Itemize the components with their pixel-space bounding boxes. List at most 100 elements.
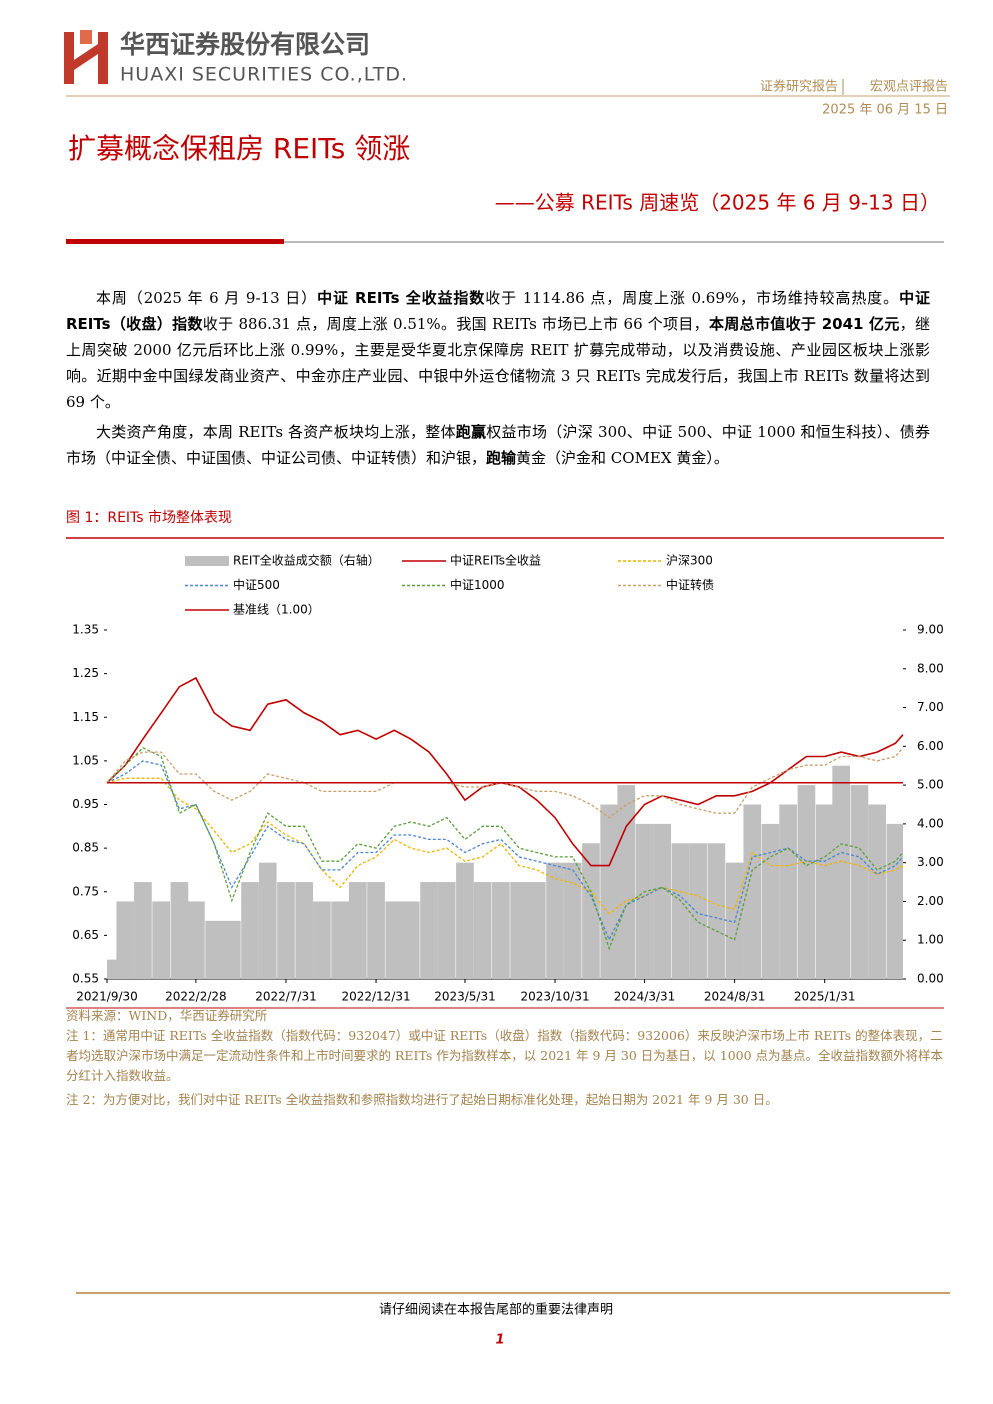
company-name-en: HUAXI SECURITIES CO.,LTD. [120,64,408,86]
note: 注 1：通常用中证 REITs 全收益指数（指数代码：932047）或中证 RE… [66,1028,944,1083]
volume-bar [116,901,135,979]
x-tick-label: 2023/10/31 [520,990,589,1004]
volume-bar [295,882,314,979]
volume-bar [385,901,404,979]
volume-bar [546,862,564,979]
x-tick-label: 2021/9/30 [76,990,138,1004]
report-type: 证券研究报告 [760,79,838,95]
volume-bar [850,785,869,979]
x-tick-label: 2022/2/28 [165,990,227,1004]
y2-tick-label: 4.00 [917,816,944,830]
volume-bar [761,823,780,979]
volume-bar [152,901,171,979]
volume-bar [617,785,636,979]
x-tick-label: 2022/7/31 [255,990,317,1004]
volume-bar [437,882,456,979]
legend-label: 中证1000 [450,577,505,592]
y2-tick-label: 8.00 [917,661,944,675]
legend-label: REIT全收益成交额（右轴） [233,553,380,568]
x-tick-label: 2023/5/31 [434,990,496,1004]
y2-tick-label: 3.00 [917,855,944,869]
text: 权益市场（沪深 300、中证 500、中证 1000 和恒生科技）、债券市场（中… [66,423,930,467]
title: 扩募概念保租房 REITs 领涨 [68,132,410,165]
volume-bar [815,804,834,979]
volume-bar [894,843,903,979]
volume-bar [510,882,528,979]
source: 资料来源：WIND，华西证券研究所 [66,1008,268,1023]
volume-bar [401,901,420,979]
y2-tick-label: 6.00 [917,739,944,753]
y-tick-label: 0.75 [72,884,99,898]
text: 收于 1114.86 点，周度上涨 0.69%，市场维持较高热度。 [485,289,900,307]
legend-label: 沪深300 [666,554,713,568]
legend-label: 基准线（1.00） [233,603,320,617]
volume-bar [653,823,672,979]
y-tick-label: 1.25 [72,666,99,680]
volume-bar [170,882,189,979]
text: 本周（2025 年 6 月 9-13 日） [96,289,318,307]
report-subtype: 宏观点评报告 [870,80,948,95]
y2-tick-label: 7.00 [917,700,944,714]
volume-bar [420,882,438,979]
volume-bar [473,882,492,979]
y2-tick-label: 0.00 [917,972,944,986]
text: 收于 886.31 点，周度上涨 0.51%。我国 REITs 市场已上市 66… [202,315,709,333]
volume-bar [367,882,385,979]
y2-tick-label: 9.00 [917,623,944,637]
series-line [106,747,904,951]
volume-bar [331,901,349,979]
volume-bar [456,862,474,979]
page-number: 1 [495,1333,504,1348]
x-tick-label: 2025/1/31 [794,990,856,1004]
paragraph: 本周（2025 年 6 月 9-13 日）中证 REITs 全收益指数收于 11… [66,285,930,415]
volume-bar [743,804,762,979]
series-line [106,760,904,942]
y-tick-label: 0.85 [72,841,99,855]
x-tick-label: 2022/12/31 [341,990,410,1004]
volume-bar [241,882,259,979]
volume-bar [277,882,295,979]
y-tick-label: 1.05 [72,753,99,767]
volume-bar [187,901,205,979]
y-tick-label: 1.35 [72,623,99,637]
paragraph: 大类资产角度，本周 REITs 各资产板块均上涨，整体跑赢权益市场（沪深 300… [66,419,930,471]
bold-text: 中证 REITs（收盘）指数 [66,289,930,333]
disclaimer: 请仔细阅读在本报告尾部的重要法律声明 [379,1302,613,1318]
volume-bar [600,804,619,979]
logo [64,30,108,84]
volume-bar [134,882,152,979]
volume-bar [832,765,851,979]
legend-label: 中证转债 [666,577,714,592]
bold-text: 中证 REITs 全收益指数 [317,289,486,307]
y2-tick-label: 2.00 [917,894,944,908]
volume-bar [797,785,816,979]
company-name: 华西证券股份有限公司 [120,30,370,59]
volume-bar [707,843,726,979]
volume-bar [205,920,223,979]
note: 注 2：为方便对比，我们对中证 REITs 全收益指数和参照指数均进行了起始日期… [66,1092,778,1107]
y-tick-label: 0.95 [72,797,99,811]
volume-bar [563,862,582,979]
y2-tick-label: 5.00 [917,778,944,792]
legend-label: 中证500 [233,577,280,592]
y-tick-label: 0.65 [72,928,99,942]
legend-swatch [185,556,229,566]
volume-bar [689,843,707,979]
volume-bar [222,920,241,979]
y-tick-label: 1.15 [72,710,99,724]
series-line [106,676,904,867]
series-line [106,777,904,915]
volume-bar [348,882,367,979]
volume-bar [779,804,798,979]
text: 黄金（沪金和 COMEX 黄金）。 [516,449,729,467]
volume-bar [868,804,886,979]
x-tick-label: 2024/8/31 [704,990,766,1004]
bold-text: 跑输 [486,449,517,467]
bold-text: 本周总市值收于 2041 亿元 [709,315,900,333]
chart: 0.55 0.65 0.75 0.85 0.95 1.05 1.15 1.25 1.35 0.00… [72,553,943,1004]
volume-bar [635,823,654,979]
volume-bar [671,843,690,979]
y-tick-label: 0.55 [72,972,99,986]
